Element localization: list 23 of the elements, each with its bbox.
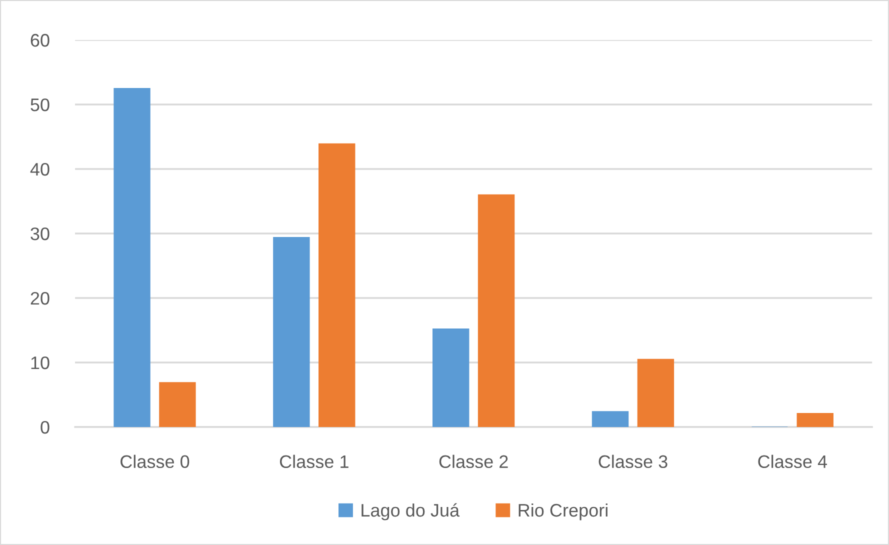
y-tick-label: 20: [30, 292, 50, 305]
bar: [478, 194, 515, 428]
bar: [637, 358, 674, 428]
bar: [592, 411, 629, 428]
x-tick-label: Classe 2: [439, 454, 508, 468]
x-tick-label: Classe 0: [120, 454, 190, 468]
x-tick-label: Classe 3: [598, 454, 668, 468]
legend-label: Lago do Juá: [362, 503, 460, 520]
y-tick-label: 30: [30, 227, 50, 240]
bar: [318, 143, 356, 428]
y-tick-label: 40: [30, 162, 50, 176]
y-tick-label: 10: [31, 356, 50, 370]
y-tick-label: 0: [40, 420, 50, 434]
x-tick-label: Classe 1: [280, 454, 348, 468]
legend-label: Rio Crepori: [518, 503, 608, 520]
bar: [796, 413, 834, 428]
bar: [432, 328, 470, 428]
y-tick-label: 60: [30, 34, 50, 47]
bar: [159, 382, 196, 428]
x-tick-label: Classe 4: [758, 454, 827, 468]
y-tick-label: 50: [30, 98, 50, 112]
bar: [273, 236, 310, 428]
bar: [114, 88, 150, 428]
